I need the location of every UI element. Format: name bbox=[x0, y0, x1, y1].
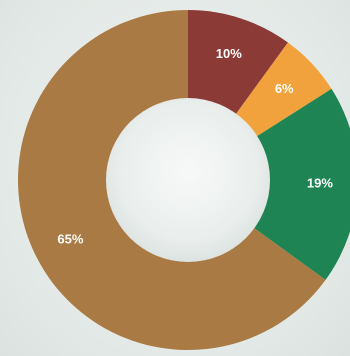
labels-group: 10% 6% 19% 65% bbox=[57, 46, 333, 246]
slice-label-65: 65% bbox=[57, 231, 83, 246]
slice-label-10: 10% bbox=[216, 46, 242, 61]
donut-hole bbox=[106, 98, 270, 262]
slice-label-6: 6% bbox=[275, 81, 294, 96]
slice-label-19: 19% bbox=[307, 176, 333, 191]
